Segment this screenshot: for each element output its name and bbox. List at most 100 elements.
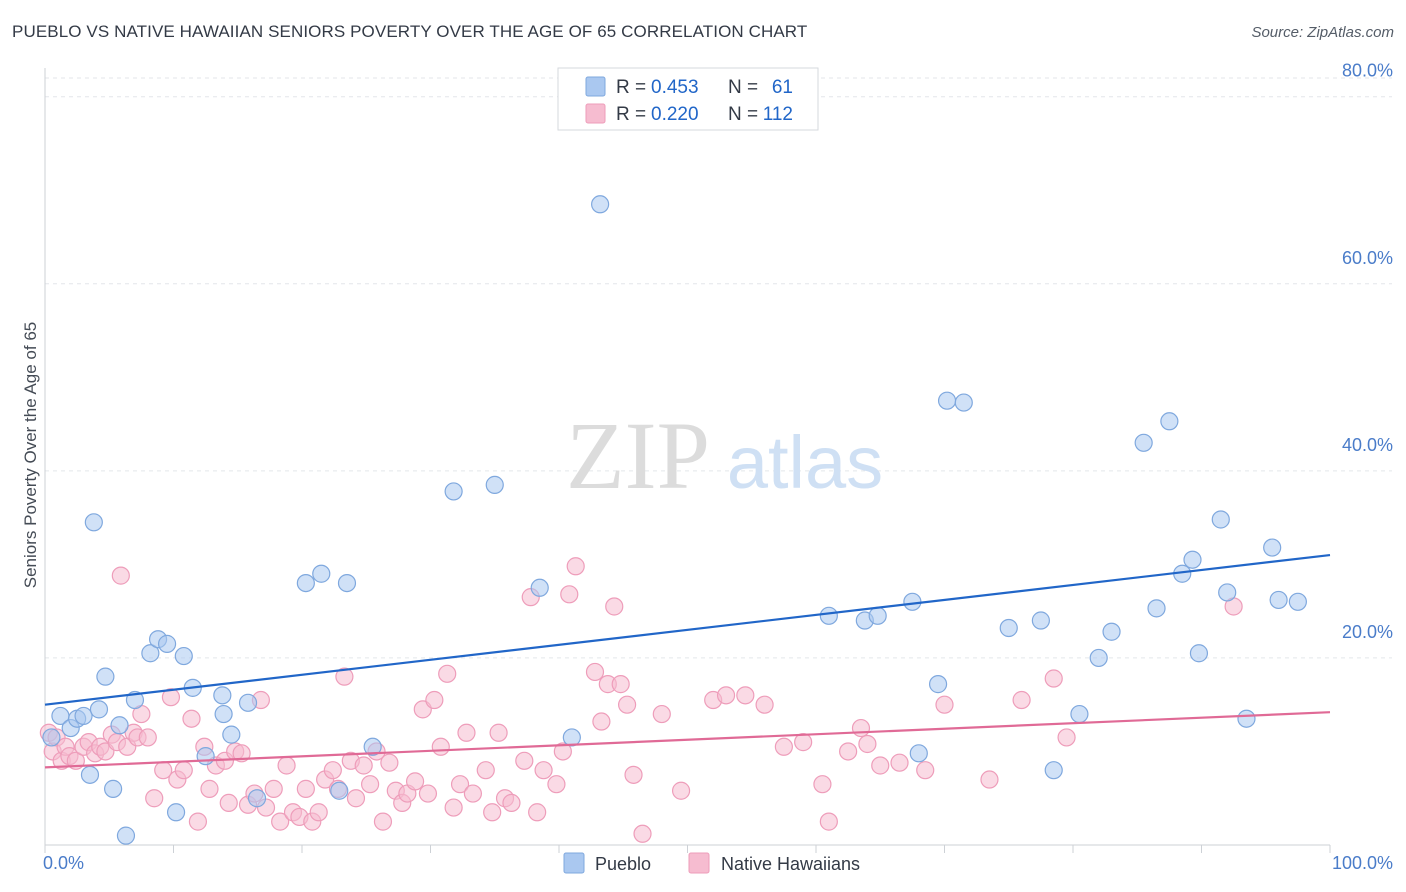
legend-r-label-1: R =	[616, 77, 646, 98]
trend-lines	[44, 553, 1331, 769]
native-hawaiians-point-96	[736, 686, 755, 705]
watermark: ZIP atlas	[566, 402, 883, 509]
native-hawaiians-point-25	[174, 761, 193, 780]
pueblo-point-54	[1183, 550, 1202, 569]
native-hawaiians-point-67	[444, 798, 463, 817]
series-legend-label-pueblo: Pueblo	[595, 854, 651, 874]
native-hawaiians-point-107	[916, 761, 935, 780]
pueblo-point-57	[1218, 583, 1237, 602]
pueblo-point-30	[363, 737, 382, 756]
native-hawaiians-point-79	[534, 761, 553, 780]
native-hawaiians-point-70	[463, 784, 483, 803]
native-hawaiians-point-104	[858, 734, 877, 754]
pueblo-point-55	[1189, 644, 1209, 663]
legend-n-label-2: N =	[728, 104, 758, 125]
native-hawaiians-point-61	[405, 772, 425, 791]
y-axis-label: Seniors Poverty Over the Age of 65	[21, 322, 40, 588]
native-hawaiians-point-69	[457, 723, 476, 742]
pueblo-point-14	[141, 644, 160, 663]
native-hawaiians-point-68	[450, 775, 470, 794]
legend-r-label-2: R =	[616, 104, 646, 125]
pueblo-point-34	[562, 728, 581, 747]
native-hawaiians-point-95	[716, 686, 736, 705]
pueblo-point-45	[1031, 611, 1050, 630]
pueblo-point-60	[1269, 590, 1288, 610]
pueblo-point-10	[104, 779, 123, 798]
pueblo-point-18	[174, 646, 193, 666]
pueblo-point-9	[96, 667, 115, 686]
native-hawaiians-point-40	[271, 812, 290, 831]
native-hawaiians-point-84	[585, 662, 605, 682]
native-hawaiians-point-89	[618, 695, 637, 714]
x-tick-label-2: 100.0%	[1332, 853, 1393, 873]
chart-title: PUEBLO VS NATIVE HAWAIIAN SENIORS POVERT…	[12, 22, 808, 41]
native-hawaiians-point-73	[489, 723, 508, 742]
pueblo-point-50	[1134, 433, 1153, 452]
trend-line-native-hawaiians	[44, 711, 1331, 769]
pueblo-point-38	[868, 606, 887, 625]
native-hawaiians-point-93	[671, 781, 691, 800]
native-hawaiians-point-63	[418, 784, 438, 803]
native-hawaiians-point-92	[652, 704, 671, 724]
pueblo-point-25	[247, 789, 267, 808]
pueblo-point-29	[337, 573, 357, 593]
tick-labels: 20.0% 40.0% 60.0% 80.0% 0.0% 100.0%	[43, 61, 1393, 873]
native-hawaiians-point-81	[553, 742, 572, 761]
native-hawaiians-point-109	[980, 770, 999, 789]
axes	[44, 68, 1331, 853]
native-hawaiians-point-90	[624, 765, 643, 784]
native-hawaiians-point-56	[373, 812, 393, 831]
pueblo-point-40	[909, 744, 928, 763]
legend-swatch-native-hawaiians	[585, 103, 606, 124]
native-hawaiians-point-110	[1012, 690, 1031, 710]
legend-r-value-1: 0.453	[651, 77, 699, 98]
native-hawaiians-point-50	[335, 667, 354, 686]
native-hawaiians-point-44	[296, 779, 315, 798]
pueblo-point-6	[80, 765, 100, 784]
native-hawaiians-point-78	[528, 803, 547, 822]
series-legend-label-native-hawaiians: Native Hawaiians	[721, 854, 860, 874]
native-hawaiians-point-54	[361, 775, 380, 794]
native-hawaiians-point-23	[161, 688, 181, 707]
native-hawaiians-point-103	[851, 718, 871, 738]
pueblo-point-46	[1044, 761, 1063, 780]
pueblo-point-12	[116, 826, 136, 845]
pueblo-point-26	[296, 573, 315, 593]
native-hawaiians-point-39	[264, 779, 283, 798]
native-hawaiians-point-98	[774, 737, 793, 756]
pueblo-point-17	[166, 803, 186, 822]
native-hawaiians-point-64	[425, 690, 444, 710]
legend-n-value-1: 61	[772, 77, 793, 98]
native-hawaiians-point-34	[232, 744, 251, 763]
y-tick-label-1: 20.0%	[1342, 622, 1393, 642]
x-tick-label-1: 0.0%	[43, 853, 84, 873]
native-hawaiians-point-27	[188, 812, 208, 831]
native-hawaiians-point-41	[277, 756, 296, 775]
native-hawaiians-point-106	[890, 753, 909, 772]
pueblo-point-24	[238, 693, 258, 712]
pueblo-point-21	[213, 686, 232, 705]
pueblo-point-59	[1263, 538, 1282, 557]
pueblo-point-33	[530, 578, 549, 597]
pueblo-point-43	[954, 393, 973, 412]
pueblo-point-36	[819, 606, 838, 625]
watermark-zip: ZIP	[566, 402, 710, 509]
pueblo-point-5	[74, 706, 93, 726]
pueblo-point-32	[485, 475, 504, 494]
native-hawaiians-point-71	[476, 761, 495, 780]
pueblo-point-49	[1102, 622, 1121, 641]
native-hawaiians-point-88	[611, 675, 630, 694]
native-hawaiians-point-66	[438, 664, 457, 683]
native-hawaiians-point-57	[380, 753, 399, 772]
pueblo-point-23	[222, 725, 241, 744]
native-hawaiians-point-100	[813, 775, 832, 794]
native-hawaiians-point-15	[111, 566, 130, 585]
native-hawaiians-point-21	[145, 789, 164, 808]
pueblo-point-7	[84, 513, 103, 532]
native-hawaiians-point-102	[839, 742, 858, 761]
stats-legend: R = 0.453 N = 61 R = 0.220 N = 112	[557, 67, 819, 131]
native-hawaiians-point-105	[871, 756, 890, 775]
watermark-atlas: atlas	[727, 421, 883, 504]
native-hawaiians-point-20	[138, 728, 157, 747]
